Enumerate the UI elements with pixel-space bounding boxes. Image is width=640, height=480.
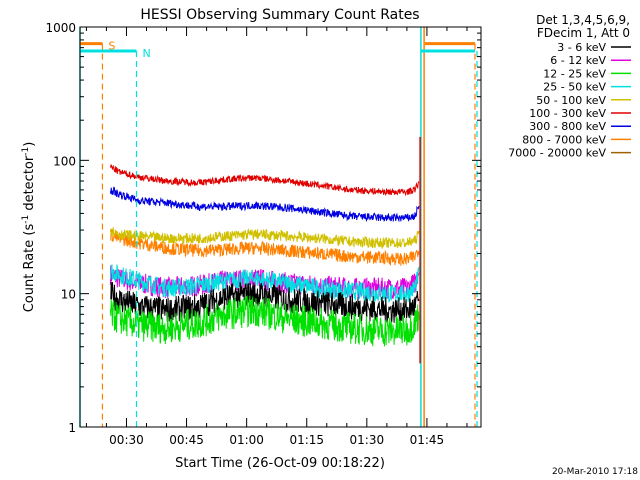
- timestamp: 20-Mar-2010 17:18: [552, 467, 638, 477]
- y-tick-label: 1: [68, 421, 76, 435]
- legend-label: 50 - 100 keV: [536, 94, 606, 107]
- legend-label: 12 - 25 keV: [543, 67, 606, 80]
- series-line: [109, 164, 420, 197]
- series-line: [109, 227, 420, 249]
- legend-header: FDecim 1, Att 0: [537, 26, 630, 40]
- legend-label: 25 - 50 keV: [543, 81, 606, 94]
- x-axis-label: Start Time (26-Oct-09 00:18:22): [175, 456, 385, 471]
- legend-header: Det 1,3,4,5,6,9,: [536, 13, 630, 27]
- legend-label: 100 - 300 keV: [529, 107, 606, 120]
- series-line: [109, 295, 420, 347]
- legend-label: 300 - 800 keV: [529, 120, 606, 133]
- chart-title: HESSI Observing Summary Count Rates: [140, 7, 419, 23]
- series-line: [109, 186, 420, 223]
- legend-label: 800 - 7000 keV: [522, 133, 606, 146]
- y-tick-label: 1000: [45, 21, 76, 35]
- legend: Det 1,3,4,5,6,9, FDecim 1, Att 0 3 - 6 k…: [508, 13, 631, 160]
- series-line: [110, 228, 420, 266]
- flag-label: S: [108, 40, 115, 53]
- x-tick-label: 01:30: [350, 433, 385, 447]
- legend-label: 3 - 6 keV: [557, 41, 606, 54]
- x-tick-label: 00:45: [169, 433, 204, 447]
- y-tick-label: 100: [53, 154, 76, 168]
- x-tick-label: 00:30: [109, 433, 144, 447]
- x-tick-label: 01:15: [289, 433, 324, 447]
- y-axis-label: Count Rate (s-1 detector-1): [21, 142, 37, 313]
- x-tick-label: 01:00: [229, 433, 264, 447]
- series-line: [109, 264, 420, 303]
- legend-label: 7000 - 20000 keV: [508, 147, 606, 160]
- y-tick-label: 10: [61, 288, 76, 302]
- flag-label: N: [142, 47, 150, 60]
- legend-label: 6 - 12 keV: [550, 54, 606, 67]
- plot-frame: [79, 26, 482, 428]
- x-tick-label: 01:45: [410, 433, 445, 447]
